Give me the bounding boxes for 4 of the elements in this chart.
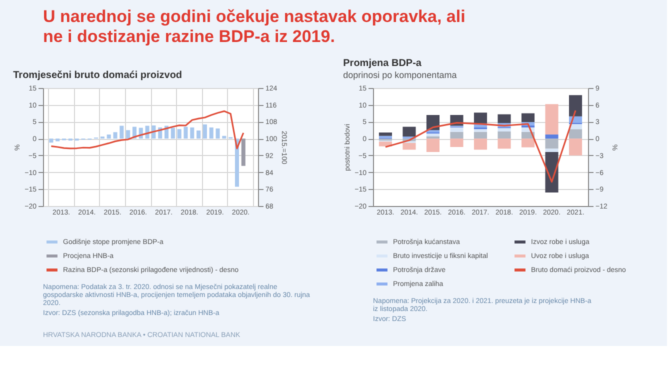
- chart-subtitle: doprinosi po komponentama: [343, 70, 457, 80]
- chart-title: Promjena BDP-a: [343, 58, 422, 69]
- chart-title: Tromjesečni bruto domaći proizvod: [13, 70, 182, 81]
- text: U narednoj se godini očekuje nastavak oporavka, ali ne i dostizanje razine BDP-a iz 2019.: [43, 7, 466, 46]
